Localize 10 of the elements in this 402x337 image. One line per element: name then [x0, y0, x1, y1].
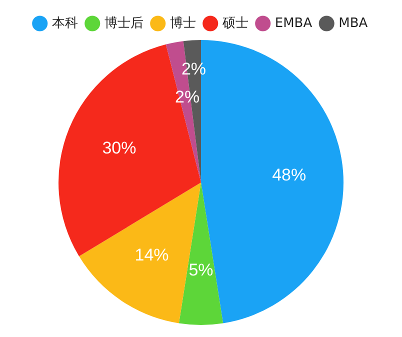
legend-label: 博士 — [170, 16, 196, 31]
data-label: 30% — [102, 138, 136, 158]
legend-label: EMBA — [274, 16, 312, 31]
legend-label: 本科 — [52, 16, 78, 31]
data-label: 48% — [272, 165, 306, 184]
data-label: 14% — [134, 246, 169, 265]
legend-label: 博士后 — [104, 16, 144, 31]
legend-label: 硕士 — [221, 16, 248, 31]
legend-label: MBA — [338, 16, 368, 31]
data-label: 5% — [188, 260, 214, 280]
